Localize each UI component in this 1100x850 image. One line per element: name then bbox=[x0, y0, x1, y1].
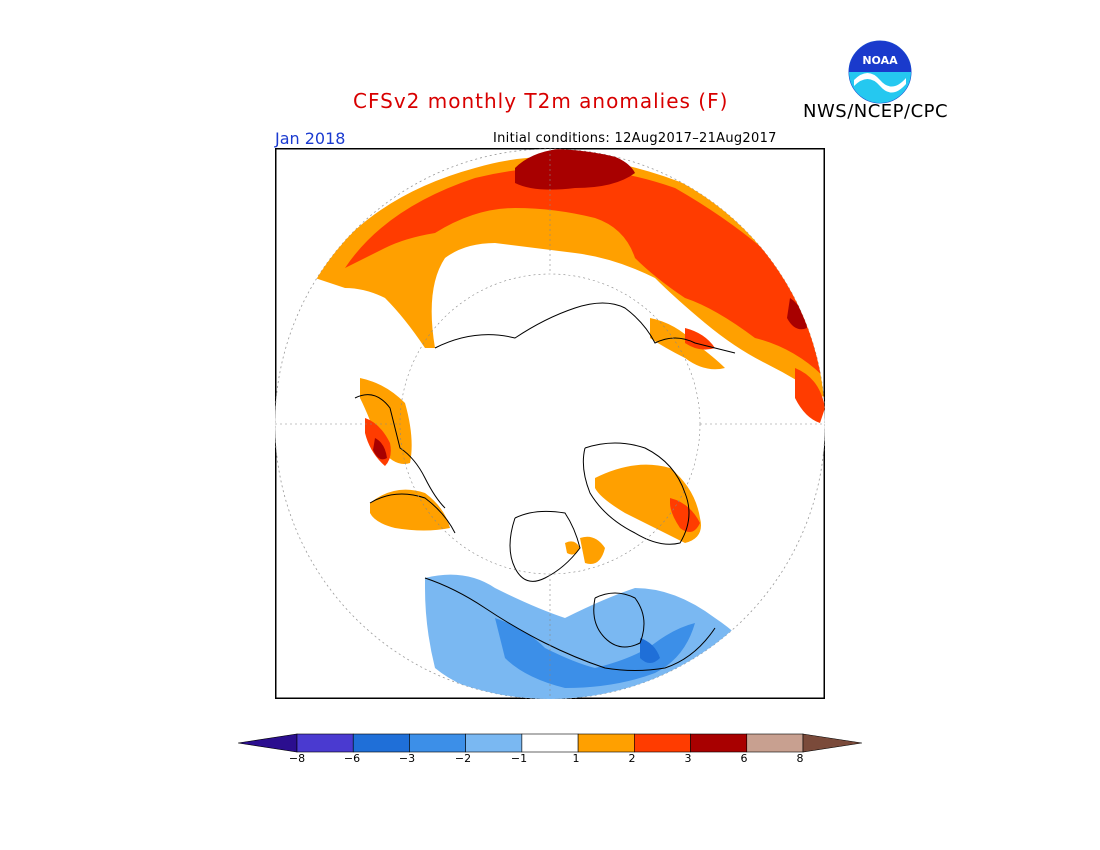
legend-tick: −6 bbox=[343, 752, 361, 765]
warm-red-canada bbox=[670, 498, 700, 532]
legend-arrow-left bbox=[238, 733, 298, 753]
warm-red-asia bbox=[345, 167, 825, 378]
legend-tick: −3 bbox=[398, 752, 416, 765]
legend-swatches bbox=[238, 733, 862, 753]
warm-orange-canada bbox=[595, 464, 701, 543]
coastline-canada bbox=[509, 510, 581, 582]
legend-tick: 3 bbox=[684, 752, 692, 765]
legend-swatch bbox=[352, 733, 410, 753]
legend-swatch bbox=[746, 733, 804, 753]
warm-orange-greenland bbox=[565, 541, 580, 555]
legend-swatch bbox=[577, 733, 635, 753]
initial-conditions: Initial conditions: 12Aug2017–21Aug2017 bbox=[493, 131, 777, 146]
coastlines bbox=[354, 302, 736, 671]
warm-orange-scandinavia bbox=[370, 489, 450, 531]
coastline-asia bbox=[434, 302, 736, 354]
agency-label: NWS/NCEP/CPC bbox=[803, 101, 949, 122]
legend-swatch bbox=[521, 733, 579, 753]
warm-darkred-east bbox=[787, 298, 807, 330]
legend-tick: 8 bbox=[796, 752, 804, 765]
legend-tick: −8 bbox=[288, 752, 306, 765]
warm-darkred-siberia bbox=[515, 149, 635, 190]
legend-swatch bbox=[409, 733, 466, 753]
coastline-greenland bbox=[582, 442, 690, 545]
warm-orange-baffin bbox=[580, 536, 605, 564]
cold-lightblue-usa bbox=[425, 574, 755, 699]
graticule bbox=[275, 149, 825, 699]
polar-map bbox=[275, 148, 825, 699]
cold-blue-usa bbox=[640, 638, 660, 663]
legend-tick: 1 bbox=[572, 752, 580, 765]
legend-tick: −1 bbox=[510, 752, 528, 765]
warm-darkred-europe bbox=[373, 438, 387, 460]
legend-tick: −2 bbox=[454, 752, 472, 765]
legend-swatch bbox=[634, 733, 691, 753]
coastline-usa bbox=[424, 577, 716, 671]
coastline-scandinavia bbox=[369, 493, 456, 534]
coastline-hudson-bay bbox=[593, 592, 645, 648]
noaa-logo: NOAA bbox=[848, 40, 912, 104]
map-title: CFSv2 monthly T2m anomalies (F) bbox=[353, 89, 729, 113]
warm-red-kamchatka bbox=[685, 328, 715, 350]
logo-text: NOAA bbox=[862, 54, 898, 67]
forecast-month: Jan 2018 bbox=[275, 129, 346, 148]
coastline-europe bbox=[354, 394, 446, 509]
legend-tick: 2 bbox=[628, 752, 636, 765]
legend-swatch bbox=[296, 733, 354, 753]
legend-swatch bbox=[465, 733, 523, 753]
legend-ticks: −8 −6 −3 −2 −1 1 2 3 6 8 bbox=[238, 752, 862, 768]
legend-swatch bbox=[690, 733, 748, 753]
legend-tick: 6 bbox=[740, 752, 748, 765]
warm-red-alaska bbox=[795, 368, 825, 423]
legend-arrow-right bbox=[802, 733, 862, 753]
color-legend bbox=[238, 733, 862, 753]
